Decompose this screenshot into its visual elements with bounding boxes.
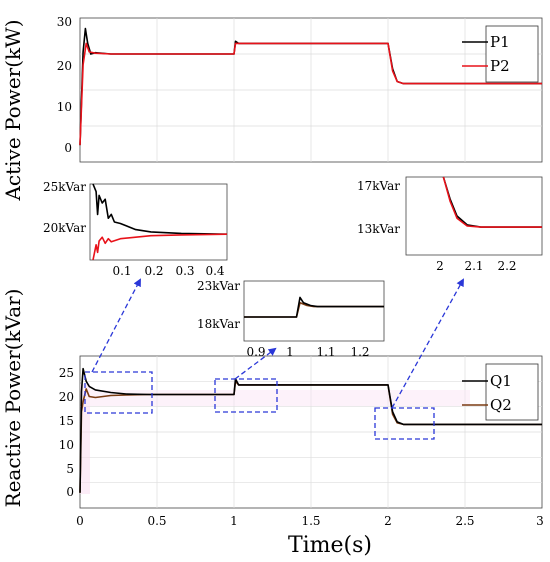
bottom-series [79, 367, 542, 493]
top-ytick-0: 0 [64, 141, 72, 155]
zoom2-xtick-1.1: 1.1 [316, 345, 335, 359]
zoom-inset-3: 17kVar 13kVar 2 2.1 2.2 [357, 176, 543, 273]
bottom-grid [80, 356, 542, 508]
highlight-box-3 [374, 407, 435, 440]
zoom3-ytick-17: 17kVar [357, 179, 400, 193]
bot-ytick-10: 10 [59, 438, 74, 452]
pink-band-2 [90, 390, 470, 406]
zoom-arrow-3 [391, 278, 464, 409]
zoom3-line-q2 [442, 176, 542, 228]
bottom-panel: 25 20 15 10 5 0 0 0.5 1 1.5 2 2.5 3 Reac… [1, 289, 544, 558]
zoom1-xtick-0.3: 0.3 [175, 264, 194, 278]
x-axis-label: Time(s) [288, 533, 372, 558]
zoom2-line-q1 [244, 296, 384, 318]
bottom-yticks: 25 20 15 10 5 0 [59, 366, 74, 499]
top-ytick-20: 20 [57, 59, 72, 73]
zoom2-xtick-1: 1 [286, 345, 294, 359]
zoom3-ytick-13: 13kVar [357, 222, 400, 236]
zoom1-xtick-0.4: 0.4 [205, 264, 224, 278]
top-legend-box [485, 25, 539, 83]
zoom-arrows [91, 278, 464, 409]
zoom3-series [442, 176, 542, 228]
bot-xtick-1.5: 1.5 [301, 514, 320, 528]
zoom-arrow-2 [234, 347, 277, 380]
bot-xtick-0: 0 [76, 514, 84, 528]
bottom-legend-box [485, 363, 539, 421]
highlight-box-1 [84, 371, 153, 414]
legend-q2-label: Q2 [490, 396, 512, 414]
zoom2-ytick-18: 18kVar [197, 317, 240, 331]
zoom1-series [92, 183, 228, 261]
zoom3-xtick-2: 2 [436, 259, 444, 273]
top-grid [80, 18, 542, 162]
bot-xtick-2: 2 [384, 514, 392, 528]
bottom-xticks: 0 0.5 1 1.5 2 2.5 3 [76, 514, 544, 528]
top-legend: P1 P2 [462, 25, 539, 83]
top-series [79, 27, 542, 146]
bottom-legend: Q1 Q2 [462, 363, 539, 421]
bot-xtick-2.5: 2.5 [455, 514, 474, 528]
top-y-axis-label: Active Power(kW) [1, 19, 25, 201]
bot-ytick-25: 25 [59, 366, 74, 380]
zoom2-ytick-23: 23kVar [197, 279, 240, 293]
bot-xtick-3: 3 [536, 514, 544, 528]
zoom-inset-2: 23kVar 18kVar 0.9 1 1.1 1.2 [197, 279, 385, 359]
zoom2-xtick-0.9: 0.9 [246, 345, 265, 359]
bot-ytick-5: 5 [66, 462, 74, 476]
bot-line-q1 [79, 367, 542, 493]
legend-p1-label: P1 [490, 33, 510, 51]
zoom-arrow-1 [91, 278, 141, 373]
bot-xtick-1: 1 [230, 514, 238, 528]
top-panel: 30 20 10 0 Active Power(kW) P1 P2 [1, 15, 543, 202]
pink-band-1 [80, 384, 90, 494]
top-yticks: 30 20 10 0 [57, 15, 72, 155]
zoom3-plot-area [405, 176, 543, 256]
zoom-inset-1: 25kVar 20kVar 0.1 0.2 0.3 0.4 [43, 180, 228, 278]
zoom3-xtick-2.2: 2.2 [497, 259, 516, 273]
zoom1-line-q1 [92, 183, 228, 235]
top-ytick-10: 10 [57, 100, 72, 114]
zoom1-ytick-25: 25kVar [43, 180, 86, 194]
zoom2-xtick-1.2: 1.2 [350, 345, 369, 359]
zoom1-plot-area [89, 183, 228, 261]
zoom2-series [244, 296, 384, 318]
bot-xtick-0.5: 0.5 [147, 514, 166, 528]
bot-ytick-0: 0 [66, 485, 74, 499]
zoom1-xtick-0.1: 0.1 [112, 264, 131, 278]
zoom1-ytick-20: 20kVar [43, 221, 86, 235]
zoom1-line-q2 [92, 233, 228, 261]
bot-ytick-20: 20 [59, 390, 74, 404]
top-line-p2 [79, 42, 542, 146]
top-ytick-30: 30 [57, 15, 72, 29]
zoom2-plot-area [243, 280, 385, 342]
zoom1-xtick-0.2: 0.2 [144, 264, 163, 278]
bot-ytick-15: 15 [59, 414, 74, 428]
legend-p2-label: P2 [490, 57, 510, 75]
zoom3-xtick-2.1: 2.1 [464, 259, 483, 273]
legend-q1-label: Q1 [490, 372, 512, 390]
bottom-y-axis-label: Reactive Power(kVar) [1, 289, 25, 508]
